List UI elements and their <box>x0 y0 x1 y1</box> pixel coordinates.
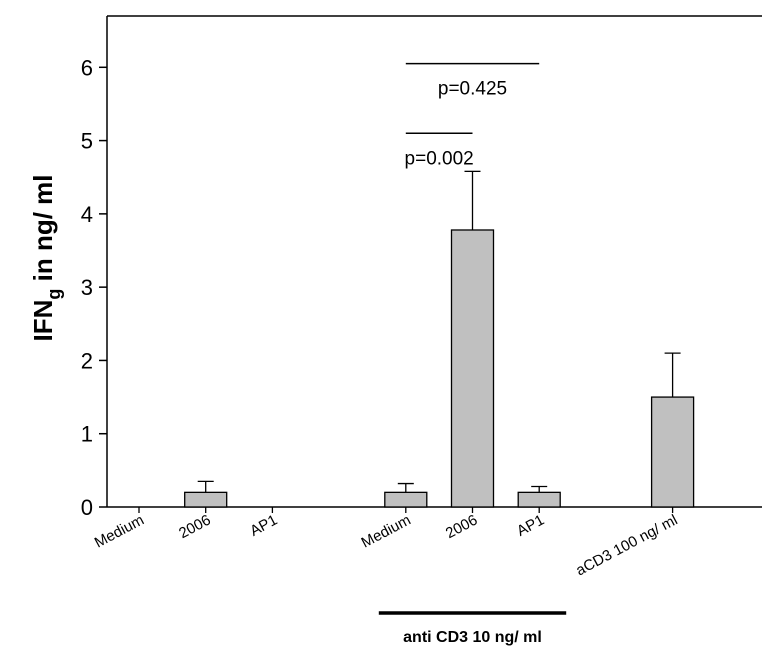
x-tick-label-1: 2006 <box>176 512 213 543</box>
bar-1 <box>184 491 228 508</box>
y-axis-label-suffix: in ng/ ml <box>28 175 58 289</box>
y-tick-label-5: 5 <box>81 129 93 154</box>
y-axis-label-main: IFN <box>28 300 58 342</box>
y-axis-label: IFNg in ng/ ml <box>28 175 64 342</box>
y-tick-label-6: 6 <box>81 55 93 80</box>
y-tick-label-3: 3 <box>81 275 93 300</box>
x-tick-label-2: AP1 <box>247 512 280 540</box>
x-tick-label-4: 2006 <box>443 512 480 543</box>
significance-label-0: p=0.002 <box>405 148 474 169</box>
x-tick-label-3: Medium <box>359 512 414 552</box>
x-tick-label-0: Medium <box>92 512 147 552</box>
y-tick-label-0: 0 <box>81 495 93 520</box>
y-axis-label-subscript: g <box>44 289 64 300</box>
bar-3 <box>384 491 428 508</box>
x-tick-label-6: aCD3 100 ng/ ml <box>573 512 680 580</box>
bar-5 <box>517 491 561 508</box>
bar-6 <box>650 396 695 508</box>
x-tick-label-5: AP1 <box>514 512 547 540</box>
y-tick-label-4: 4 <box>81 202 93 227</box>
significance-label-1: p=0.425 <box>438 79 507 100</box>
bar-4 <box>450 229 495 508</box>
y-tick-label-2: 2 <box>81 348 93 373</box>
y-tick-label-1: 1 <box>81 422 93 447</box>
group-label: anti CD3 10 ng/ ml <box>403 629 542 646</box>
plot-area: 0 1 2 3 4 5 6 Medium 2006 AP1 Medium 2006 AP1 aCD3 10… <box>81 15 762 646</box>
